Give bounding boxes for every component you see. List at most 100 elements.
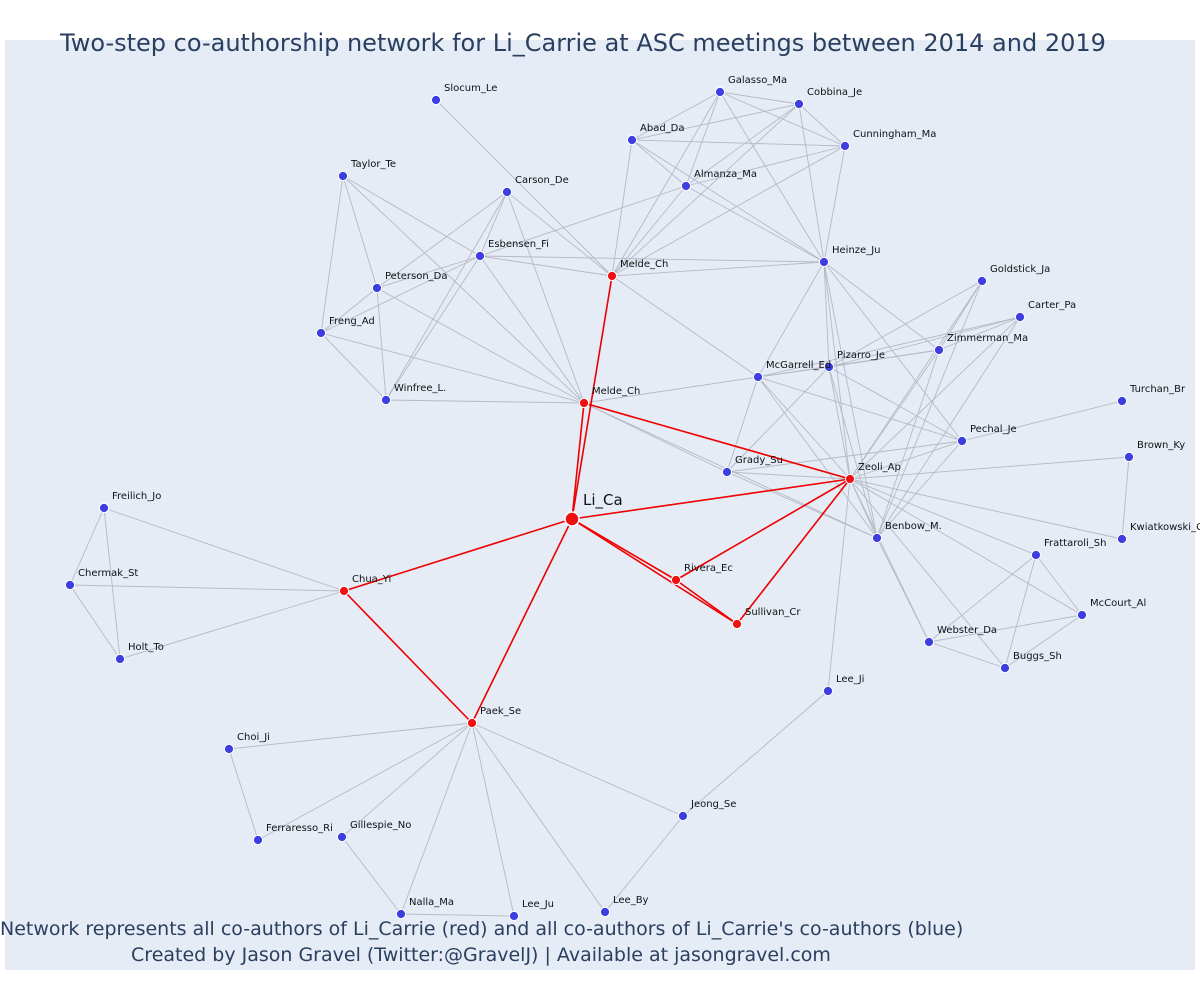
node-cunningham[interactable]: Cunningham_Ma <box>839 129 936 152</box>
node-marker-jeong[interactable] <box>677 810 689 822</box>
node-marker-mcgarrell[interactable] <box>752 371 764 383</box>
node-peterson[interactable]: Peterson_Da <box>371 271 448 294</box>
node-marker-melde1[interactable] <box>606 270 618 282</box>
node-holt[interactable]: Holt_To <box>114 642 164 665</box>
node-leeji[interactable]: Lee_Ji <box>822 674 864 697</box>
node-carson[interactable]: Carson_De <box>501 175 569 198</box>
node-leeju[interactable]: Lee_Ju <box>508 899 554 922</box>
edge-galasso-cobbina <box>719 91 800 105</box>
node-marker-frattaroli[interactable] <box>1030 549 1042 561</box>
node-marker-leeju[interactable] <box>508 910 520 922</box>
node-abad[interactable]: Abad_Da <box>626 123 685 146</box>
node-benbow[interactable]: Benbow_M. <box>871 521 942 544</box>
node-grady[interactable]: Grady_Su <box>721 455 783 478</box>
node-marker-goldstick[interactable] <box>976 275 988 287</box>
node-marker-brown[interactable] <box>1123 451 1135 463</box>
node-rivera[interactable]: Rivera_Ec <box>670 563 733 586</box>
node-marker-webster[interactable] <box>923 636 935 648</box>
node-label-slocum: Slocum_Le <box>444 83 497 94</box>
node-gillespie[interactable]: Gillespie_No <box>336 820 411 843</box>
node-turchan[interactable]: Turchan_Br <box>1116 384 1186 407</box>
node-marker-cunningham[interactable] <box>839 140 851 152</box>
node-chua[interactable]: Chua_Yi <box>338 574 391 597</box>
node-slocum[interactable]: Slocum_Le <box>430 83 497 106</box>
node-marker-sullivan[interactable] <box>731 618 743 630</box>
node-marker-cobbina[interactable] <box>793 98 805 110</box>
node-chermak[interactable]: Chermak_St <box>64 568 138 591</box>
node-zeoli[interactable]: Zeoli_Ap <box>844 462 901 485</box>
node-melde1[interactable]: Melde_Ch <box>606 259 668 282</box>
node-li[interactable]: Li_Ca <box>564 491 623 527</box>
node-leeby[interactable]: Lee_By <box>599 895 649 918</box>
node-marker-heinze[interactable] <box>818 256 830 268</box>
node-marker-esbensen[interactable] <box>474 250 486 262</box>
node-marker-carter[interactable] <box>1014 311 1026 323</box>
node-kwiatkowski[interactable]: Kwiatkowski_C <box>1116 522 1200 545</box>
node-marker-mccourt[interactable] <box>1076 609 1088 621</box>
node-marker-grady[interactable] <box>721 466 733 478</box>
node-webster[interactable]: Webster_Da <box>923 625 997 648</box>
node-label-li: Li_Ca <box>583 491 623 510</box>
node-marker-freng[interactable] <box>315 327 327 339</box>
node-marker-turchan[interactable] <box>1116 395 1128 407</box>
node-marker-freilich[interactable] <box>98 502 110 514</box>
node-brown[interactable]: Brown_Ky <box>1123 440 1185 463</box>
node-freilich[interactable]: Freilich_Jo <box>98 491 161 514</box>
node-marker-li[interactable] <box>564 511 580 527</box>
node-marker-nalla[interactable] <box>395 908 407 920</box>
node-marker-buggs[interactable] <box>999 662 1011 674</box>
node-marker-winfree[interactable] <box>380 394 392 406</box>
node-marker-leeby[interactable] <box>599 906 611 918</box>
node-marker-gillespie[interactable] <box>336 831 348 843</box>
node-choi[interactable]: Choi_Ji <box>223 732 270 755</box>
node-label-benbow: Benbow_M. <box>885 521 942 532</box>
node-zimmerman[interactable]: Zimmerman_Ma <box>933 333 1028 356</box>
node-marker-leeji[interactable] <box>822 685 834 697</box>
node-pechal[interactable]: Pechal_Je <box>956 424 1017 447</box>
node-sullivan[interactable]: Sullivan_Cr <box>731 607 801 630</box>
node-taylor[interactable]: Taylor_Te <box>337 159 396 182</box>
node-marker-rivera[interactable] <box>670 574 682 586</box>
node-galasso[interactable]: Galasso_Ma <box>714 75 787 98</box>
node-frattaroli[interactable]: Frattaroli_Sh <box>1030 538 1107 561</box>
node-marker-galasso[interactable] <box>714 86 726 98</box>
node-marker-almanza[interactable] <box>680 180 692 192</box>
node-marker-benbow[interactable] <box>871 532 883 544</box>
node-goldstick[interactable]: Goldstick_Ja <box>976 264 1050 287</box>
node-cobbina[interactable]: Cobbina_Je <box>793 87 862 110</box>
node-esbensen[interactable]: Esbensen_Fi <box>474 239 549 262</box>
node-marker-kwiatkowski[interactable] <box>1116 533 1128 545</box>
node-label-carter: Carter_Pa <box>1028 300 1076 311</box>
node-marker-chua[interactable] <box>338 585 350 597</box>
node-marker-ferraresso[interactable] <box>252 834 264 846</box>
node-nalla[interactable]: Nalla_Ma <box>395 897 454 920</box>
node-winfree[interactable]: Winfree_L. <box>380 383 446 406</box>
node-almanza[interactable]: Almanza_Ma <box>680 169 757 192</box>
node-melde2[interactable]: Melde_Ch <box>578 386 640 409</box>
node-marker-choi[interactable] <box>223 743 235 755</box>
node-marker-chermak[interactable] <box>64 579 76 591</box>
node-marker-zeoli[interactable] <box>844 473 856 485</box>
node-marker-abad[interactable] <box>626 134 638 146</box>
node-marker-pizarro[interactable] <box>823 361 835 373</box>
node-marker-pechal[interactable] <box>956 435 968 447</box>
node-marker-taylor[interactable] <box>337 170 349 182</box>
node-buggs[interactable]: Buggs_Sh <box>999 651 1062 674</box>
node-ferraresso[interactable]: Ferraresso_Ri <box>252 823 333 846</box>
node-carter[interactable]: Carter_Pa <box>1014 300 1076 323</box>
node-mccourt[interactable]: McCourt_Al <box>1076 598 1146 621</box>
node-pizarro[interactable]: Pizarro_Je <box>823 350 885 373</box>
node-marker-melde2[interactable] <box>578 397 590 409</box>
node-marker-slocum[interactable] <box>430 94 442 106</box>
node-marker-carson[interactable] <box>501 186 513 198</box>
node-paek[interactable]: Paek_Se <box>466 706 521 729</box>
node-heinze[interactable]: Heinze_Ju <box>818 245 880 268</box>
node-marker-paek[interactable] <box>466 717 478 729</box>
node-freng[interactable]: Freng_Ad <box>315 316 375 339</box>
node-marker-zimmerman[interactable] <box>933 344 945 356</box>
node-marker-holt[interactable] <box>114 653 126 665</box>
node-marker-peterson[interactable] <box>371 282 383 294</box>
node-mcgarrell[interactable]: McGarrell_Ed <box>752 360 831 383</box>
node-jeong[interactable]: Jeong_Se <box>677 799 736 822</box>
